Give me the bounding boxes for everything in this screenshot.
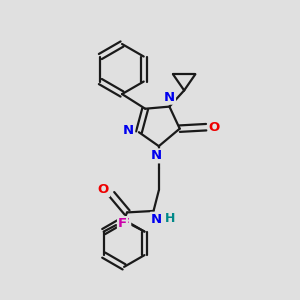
Text: N: N [151, 149, 162, 162]
Text: H: H [164, 212, 175, 225]
Text: F: F [121, 217, 130, 230]
Text: N: N [123, 124, 134, 137]
Text: N: N [164, 91, 175, 104]
Text: O: O [98, 183, 109, 196]
Text: F: F [118, 217, 127, 230]
Text: N: N [151, 213, 162, 226]
Text: O: O [209, 121, 220, 134]
